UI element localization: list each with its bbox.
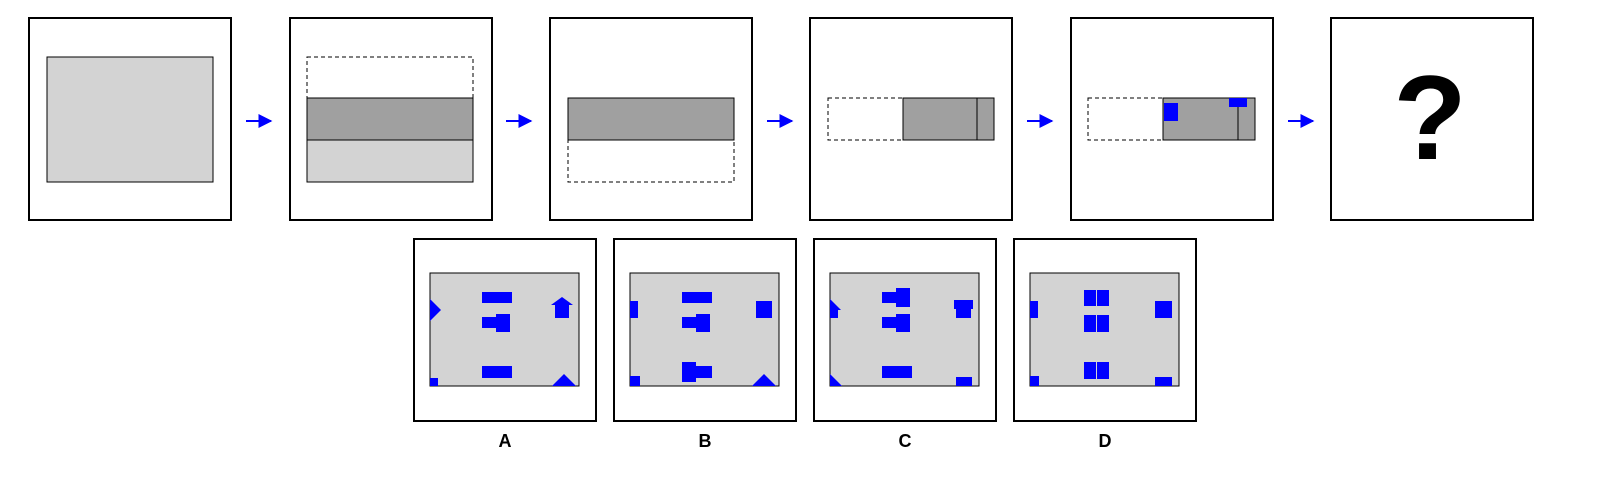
punch-hole xyxy=(1229,98,1247,107)
paper-bottom xyxy=(307,140,473,182)
hole xyxy=(1155,301,1172,318)
hole xyxy=(682,317,696,328)
hole xyxy=(1084,315,1096,332)
hole xyxy=(482,292,512,303)
hole xyxy=(956,309,971,318)
hole xyxy=(482,317,496,328)
hole xyxy=(830,310,838,318)
folded-strip xyxy=(307,98,473,140)
hole xyxy=(956,377,972,386)
paper-full xyxy=(47,57,213,182)
choice-b-label[interactable]: B xyxy=(675,431,735,452)
hole xyxy=(882,292,898,303)
choice-a-label[interactable]: A xyxy=(475,431,535,452)
hole xyxy=(882,366,912,378)
folded-strip xyxy=(568,98,734,140)
sequence-step-2 xyxy=(290,18,492,220)
sequence-step-3 xyxy=(550,18,752,220)
folded-block xyxy=(903,98,994,140)
hole xyxy=(954,300,973,309)
hole xyxy=(1030,376,1039,386)
hole xyxy=(496,314,510,332)
choice-b-panel[interactable] xyxy=(614,239,796,421)
sequence-step-5 xyxy=(1071,18,1273,220)
hole xyxy=(696,366,712,378)
hole xyxy=(756,301,772,318)
choice-c-panel[interactable] xyxy=(814,239,996,421)
hole xyxy=(630,301,638,318)
sequence-step-1 xyxy=(29,18,231,220)
choice-c-label[interactable]: C xyxy=(875,431,935,452)
choice-d-panel[interactable] xyxy=(1014,239,1196,421)
hole xyxy=(1084,362,1096,379)
punch-hole xyxy=(1164,103,1178,121)
hole xyxy=(896,314,910,332)
hole xyxy=(1097,362,1109,379)
hole xyxy=(882,317,896,328)
hole xyxy=(682,292,712,303)
question-mark: ? xyxy=(1330,18,1530,218)
hole xyxy=(696,314,710,332)
hole xyxy=(430,378,438,386)
hole xyxy=(630,376,640,386)
choice-a-panel[interactable] xyxy=(414,239,596,421)
hole xyxy=(1097,290,1109,306)
hole xyxy=(896,288,910,307)
hole xyxy=(1097,315,1109,332)
hole xyxy=(1030,301,1038,318)
choice-d-label[interactable]: D xyxy=(1075,431,1135,452)
hole xyxy=(482,366,512,378)
sequence-step-4 xyxy=(810,18,1012,220)
hole xyxy=(682,362,696,382)
hole xyxy=(1084,290,1096,306)
hole xyxy=(1155,377,1172,386)
